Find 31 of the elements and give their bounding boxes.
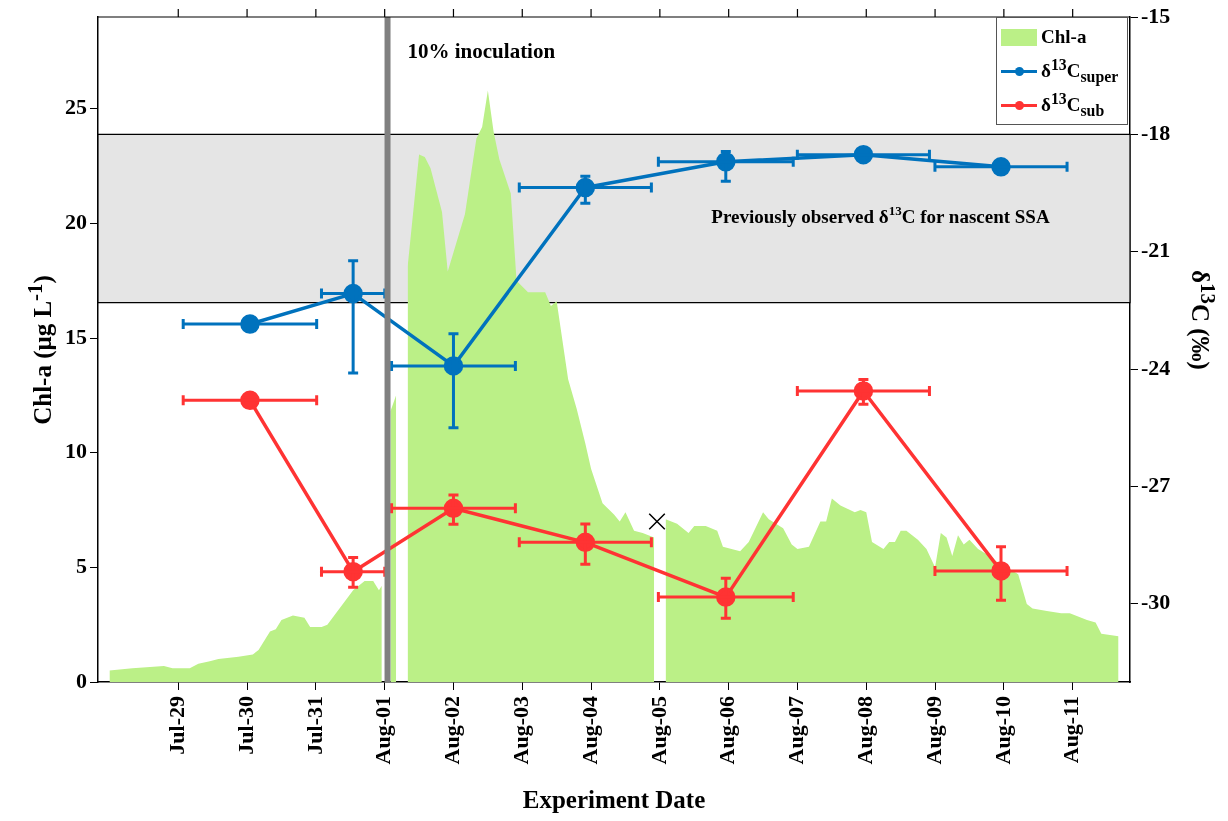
- ref-line-label: 10% inoculation: [407, 39, 556, 64]
- y-tick-label: 10: [65, 438, 87, 464]
- x-axis-title: Experiment Date: [521, 786, 707, 814]
- y2-tick-label: -15: [1141, 2, 1171, 28]
- y2-tick-label: -24: [1141, 354, 1171, 380]
- x-tick-label: Aug-10: [989, 696, 1015, 765]
- x-tick-label: Aug-01: [370, 696, 396, 765]
- legend-label: δ$^{13}$C$_{super}$: [1041, 55, 1119, 87]
- x-tick-label: Jul-30: [232, 696, 258, 755]
- x-tick-label: Aug-11: [1058, 696, 1084, 764]
- x-tick-label: Aug-03: [507, 696, 533, 765]
- legend-label: Chl-a: [1041, 26, 1087, 48]
- x-tick-label: Aug-02: [439, 696, 465, 765]
- x-tick-label: Aug-05: [645, 696, 671, 765]
- y2-tick-label: -30: [1141, 589, 1171, 615]
- x-tick-label: Aug-09: [920, 696, 946, 765]
- y2-tick-label: -18: [1141, 120, 1171, 146]
- x-tick-label: Aug-08: [851, 696, 877, 765]
- x-tick-label: Aug-06: [714, 696, 740, 765]
- y-tick-label: 25: [65, 94, 87, 120]
- y-tick-label: 5: [76, 553, 87, 579]
- x-tick-label: Aug-07: [783, 696, 809, 765]
- y-tick-label: 15: [65, 323, 87, 349]
- x-tick-label: Jul-29: [163, 696, 189, 755]
- x-tick-label: Aug-04: [576, 696, 602, 765]
- y-tick-label: 20: [65, 209, 87, 235]
- y2-tick-label: -21: [1141, 237, 1171, 263]
- legend-label: δ$^{13}$C$_{sub}$: [1041, 89, 1105, 121]
- y2-tick-label: -27: [1141, 472, 1171, 498]
- x-tick-label: Jul-31: [301, 696, 327, 755]
- y-tick-label: 0: [76, 667, 87, 693]
